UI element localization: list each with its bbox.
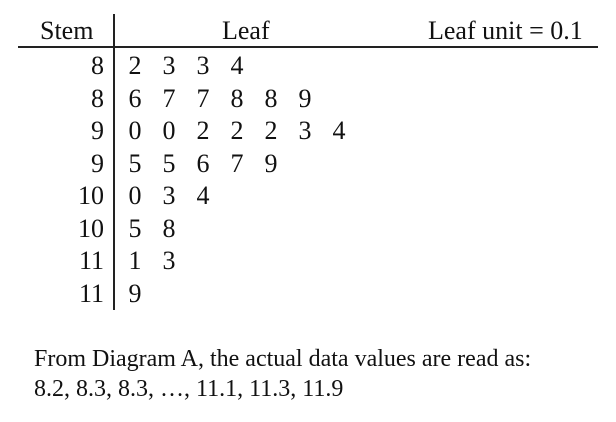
stem-value: 8 [91,51,104,80]
leaf-value: 0 [128,116,142,145]
stem-value: 11 [78,278,104,308]
leaf-value: 4 [332,116,346,145]
leaf-value: 5 [128,148,142,178]
caption-line-2: 8.2, 8.3, 8.3, …, 11.1, 11.3, 11.9 [34,376,344,402]
plot-row: 11 1 3 [0,245,616,278]
plot-row: 10 5 8 [0,213,616,246]
plot-row: 10 0 3 4 [0,180,616,213]
stem-value: 10 [78,181,104,210]
header-divider [18,46,598,48]
leaf-value: 0 [128,181,142,210]
stem-value: 9 [91,116,104,145]
leaf-value: 8 [230,83,244,113]
leaf-value: 9 [298,83,312,113]
leaf-value: 3 [162,246,176,275]
leaf-header: Leaf [222,16,270,45]
leaf-value: 3 [162,51,176,80]
leaf-value: 9 [264,148,278,178]
plot-rows: 8 2 3 3 4 8 6 7 7 8 8 9 9 0 0 2 2 2 3 4 9 5 5 6 7 9 10 0 3 4 10 5 8 11 1 3 1… [0,50,616,310]
leaf-value: 8 [264,83,278,113]
leaf-value: 0 [162,116,176,145]
leaf-value: 2 [128,51,142,80]
leaf-value: 5 [128,213,142,243]
leaf-value: 6 [128,83,142,113]
plot-row: 11 9 [0,278,616,311]
leaf-value: 1 [128,246,142,275]
leaf-unit-label: Leaf unit = 0.1 [428,16,583,45]
stem-value: 11 [78,246,104,275]
caption-line-1: From Diagram A, the actual data values a… [34,346,532,372]
stem-value: 9 [91,148,104,178]
leaf-value: 8 [162,213,176,243]
leaf-value: 5 [162,148,176,178]
leaf-value: 3 [162,181,176,210]
leaf-value: 3 [298,116,312,145]
leaf-value: 9 [128,278,142,308]
leaf-value: 3 [196,51,210,80]
leaf-value: 4 [230,51,244,80]
leaf-value: 7 [162,83,176,113]
stem-value: 10 [78,213,104,243]
stem-divider [113,14,115,310]
leaf-value: 2 [230,116,244,145]
leaf-list: 9 [124,278,158,310]
stem-value: 8 [91,83,104,113]
leaf-value: 6 [196,148,210,178]
leaf-value: 2 [196,116,210,145]
caption: From Diagram A, the actual data values a… [34,344,604,404]
leaf-value: 7 [196,83,210,113]
stem-header: Stem [40,16,94,45]
leaf-value: 4 [196,181,210,210]
leaf-value: 2 [264,116,278,145]
leaf-value: 7 [230,148,244,178]
